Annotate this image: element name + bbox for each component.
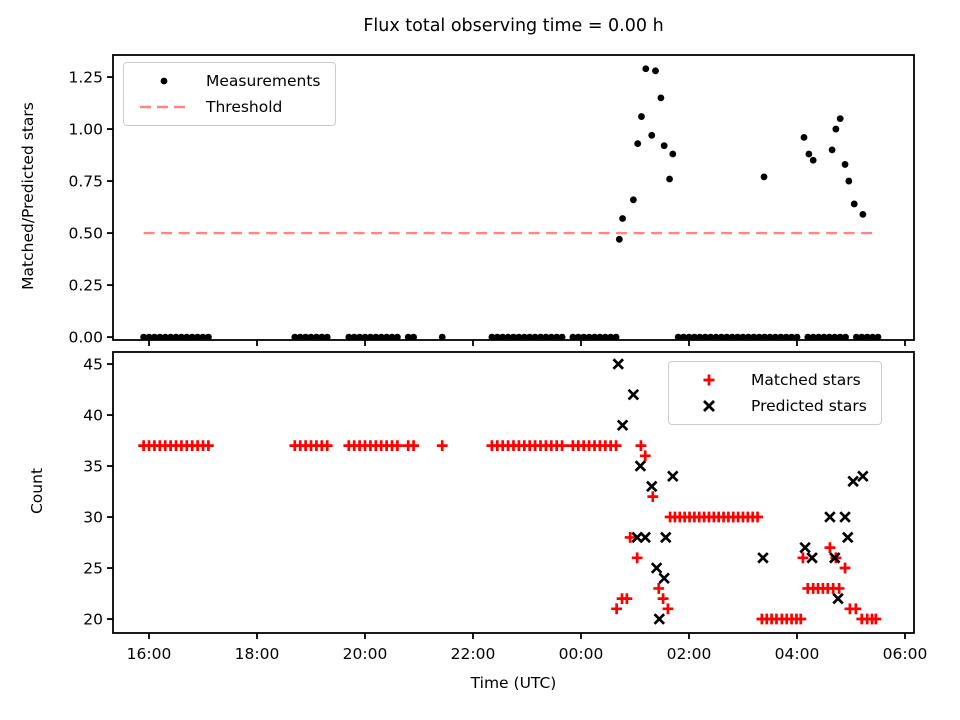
measurements-series bbox=[140, 65, 882, 340]
legend-label-predicted-stars: Predicted stars bbox=[751, 397, 867, 415]
svg-text:20:00: 20:00 bbox=[343, 645, 388, 663]
svg-text:1.00: 1.00 bbox=[68, 121, 103, 139]
svg-text:20: 20 bbox=[83, 611, 103, 629]
svg-text:18:00: 18:00 bbox=[235, 645, 280, 663]
axes-spines bbox=[112, 54, 915, 341]
legend-entry-predicted-stars: Predicted stars bbox=[683, 396, 867, 416]
legend-entry-matched-stars: Matched stars bbox=[683, 370, 867, 390]
bottom-legend: Matched stars Predicted stars bbox=[668, 361, 882, 425]
threshold-dash-icon bbox=[140, 105, 188, 109]
chart-title: Flux total observing time = 0.00 h bbox=[363, 16, 664, 36]
bottom-plot: 20 25 30 35 40 45 16:00 18:00 20:00 22:00 00:00 02:… bbox=[83, 351, 928, 663]
svg-text:04:00: 04:00 bbox=[775, 645, 820, 663]
top-plot: 0.00 0.25 0.50 0.75 1.00 1.25 bbox=[68, 54, 915, 347]
x-axis-label: Time (UTC) bbox=[470, 674, 557, 692]
legend-entry-threshold: Threshold bbox=[138, 97, 321, 117]
legend-label-threshold: Threshold bbox=[206, 98, 283, 116]
svg-text:45: 45 bbox=[83, 356, 103, 374]
predicted-x-icon bbox=[703, 400, 715, 412]
svg-text:16:00: 16:00 bbox=[127, 645, 172, 663]
svg-text:0.00: 0.00 bbox=[68, 329, 103, 347]
legend-entry-measurements: Measurements bbox=[138, 71, 321, 91]
svg-text:40: 40 bbox=[83, 407, 103, 425]
bottom-y-axis-label: Count bbox=[28, 467, 46, 515]
svg-text:0.25: 0.25 bbox=[68, 277, 103, 295]
svg-text:0.50: 0.50 bbox=[68, 225, 103, 243]
top-y-axis-label: Matched/Predicted stars bbox=[19, 102, 37, 290]
top-legend: Measurements Threshold bbox=[123, 62, 336, 126]
matched-stars-series bbox=[138, 440, 882, 625]
svg-text:0.75: 0.75 bbox=[68, 173, 103, 191]
measurements-dot-icon bbox=[160, 77, 168, 85]
legend-label-matched-stars: Matched stars bbox=[751, 371, 861, 389]
svg-text:06:00: 06:00 bbox=[883, 645, 928, 663]
axes-spines bbox=[112, 351, 915, 634]
svg-text:02:00: 02:00 bbox=[667, 645, 712, 663]
predicted-stars-series bbox=[612, 358, 869, 625]
svg-text:1.25: 1.25 bbox=[68, 69, 103, 87]
svg-text:30: 30 bbox=[83, 509, 103, 527]
legend-label-measurements: Measurements bbox=[206, 72, 321, 90]
svg-text:00:00: 00:00 bbox=[559, 645, 604, 663]
matched-plus-icon bbox=[703, 374, 715, 386]
svg-text:22:00: 22:00 bbox=[451, 645, 496, 663]
svg-text:25: 25 bbox=[83, 560, 103, 578]
svg-text:35: 35 bbox=[83, 458, 103, 476]
